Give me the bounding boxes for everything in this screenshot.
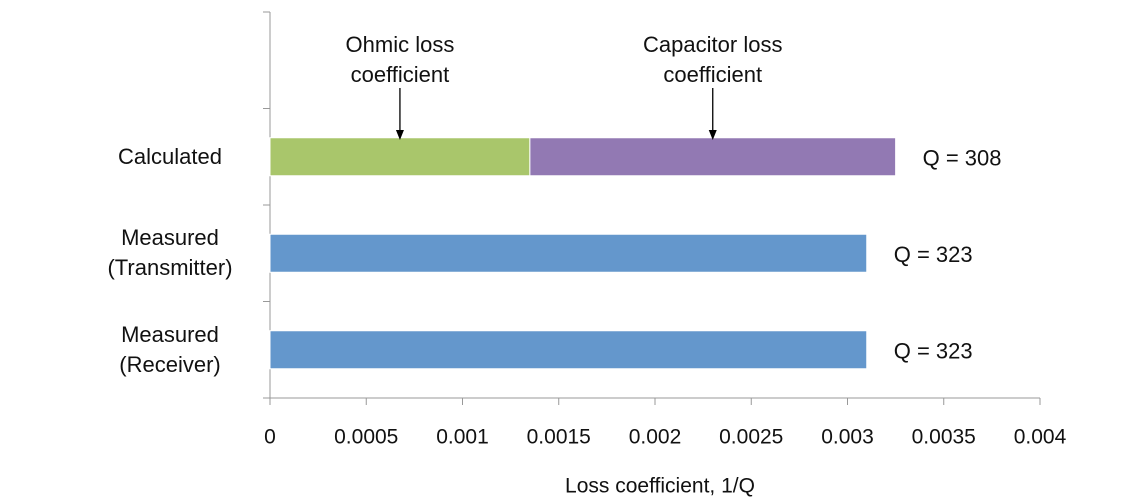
x-tick-label: 0 (264, 426, 276, 449)
x-tick-label: 0.0005 (334, 426, 398, 449)
bar (269, 330, 868, 370)
x-tick-label: 0.0025 (719, 426, 783, 449)
x-tick-label: 0.004 (1014, 426, 1067, 449)
x-tick-label: 0.001 (436, 426, 489, 449)
x-tick-label: 0.0015 (527, 426, 591, 449)
arrow-head (395, 130, 404, 140)
bar-label: Q = 323 (894, 242, 973, 267)
category-label: Measured (Receiver) (119, 321, 221, 377)
bar-label: Q = 323 (894, 339, 973, 364)
bar (269, 233, 868, 273)
arrow-head (708, 130, 717, 140)
x-tick-label: 0.002 (629, 426, 682, 449)
x-axis-label: Loss coefficient, 1/Q (565, 475, 755, 498)
bar-label: Q = 308 (923, 146, 1002, 171)
annotation: Capacitor loss coefficient (643, 32, 783, 87)
x-tick-label: 0.0035 (912, 426, 976, 449)
category-label: Measured (Transmitter) (107, 225, 233, 281)
x-tick-label: 0.003 (821, 426, 874, 449)
bar (269, 137, 531, 177)
bar (529, 137, 897, 177)
annotation: Ohmic loss coefficient (345, 32, 455, 87)
category-label: Calculated (118, 143, 222, 169)
